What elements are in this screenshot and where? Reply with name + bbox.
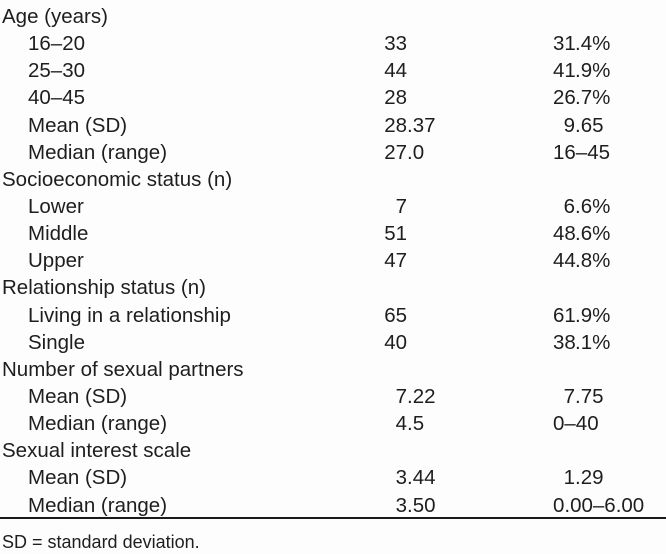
table-row: 16–20 33 31.4%	[0, 30, 666, 57]
value-integer-part: 7	[395, 384, 407, 408]
value-integer-part: 44	[384, 59, 407, 83]
row-label: Median (range)	[28, 412, 168, 436]
table-row: Upper 47 44.8%	[0, 247, 666, 274]
value-integer-part: 28	[384, 113, 407, 137]
table-row: Mean (SD) 7.22 7.75	[0, 383, 666, 410]
value-integer-part: 31	[553, 32, 576, 56]
row-label: Mean (SD)	[28, 384, 128, 408]
value-integer-part: 26	[553, 86, 576, 110]
value-integer-part: 33	[384, 32, 407, 56]
value-integer-part: 47	[384, 249, 407, 273]
table-row: Middle 51 48.6%	[0, 220, 666, 247]
row-label: Median (range)	[28, 493, 168, 517]
value-integer-part: 28	[384, 86, 407, 110]
row-value-stat: 44.8%	[553, 247, 610, 274]
row-value-n: 7	[350, 193, 407, 220]
row-value-n: 3.44	[350, 464, 436, 491]
value-integer-part: 40	[384, 330, 407, 354]
row-label: 40–45	[28, 86, 86, 110]
section-header: Age (years)	[2, 5, 108, 28]
table-row: Lower 7 6.6%	[0, 193, 666, 220]
row-value-n: 44	[350, 57, 407, 84]
table-row: Median (range) 27.0 16–45	[0, 139, 666, 166]
value-integer-part: 7	[395, 194, 407, 218]
row-value-stat: 0–40	[553, 412, 599, 436]
value-integer-part: 6	[563, 194, 575, 218]
row-value-n: 28.37	[350, 112, 435, 139]
value-integer-part: 51	[384, 222, 407, 246]
row-value-stat: 16–45	[553, 140, 611, 164]
table-row: Median (range) 4.5 0–40	[0, 410, 666, 437]
value-integer-part: 3	[395, 493, 407, 517]
value-integer-part: 3	[395, 466, 407, 490]
table-bottom-rule	[0, 517, 666, 519]
table-row: 25–30 44 41.9%	[0, 57, 666, 84]
row-value-stat: 26.7%	[553, 84, 610, 111]
value-integer-part: 4	[395, 412, 407, 436]
row-value-n: 7.22	[350, 383, 436, 410]
section-header: Number of sexual partners	[2, 357, 244, 381]
section-header: Sexual interest scale	[2, 439, 192, 463]
value-integer-part: 27	[384, 140, 407, 164]
section-header: Relationship status (n)	[2, 276, 206, 300]
table-row: Mean (SD) 3.44 1.29	[0, 464, 666, 491]
row-label: Living in a relationship	[28, 303, 231, 327]
value-integer-part: 61	[553, 303, 576, 327]
table-row: Living in a relationship 65 61.9%	[0, 302, 666, 329]
table-row: Mean (SD) 28.37 9.65	[0, 112, 666, 139]
row-value-n: 65	[350, 302, 407, 329]
table-body: Age (years) 16–20 33 31.4% 25–30 44 41.9% 40–45…	[0, 3, 666, 519]
row-value-stat: 0.00–6.00	[553, 493, 645, 517]
value-integer-part: 41	[553, 59, 576, 83]
row-value-n: 40	[350, 329, 407, 356]
value-integer-part: 7	[563, 384, 575, 408]
row-value-n: 51	[350, 220, 407, 247]
table-footnote: SD = standard deviation.	[2, 532, 200, 552]
row-value-n: 3.50	[350, 492, 436, 519]
row-label: 16–20	[28, 32, 86, 56]
row-value-n: 4.5	[350, 410, 425, 437]
row-value-stat: 6.6%	[553, 193, 611, 220]
row-label: Upper	[28, 249, 84, 273]
value-integer-part: 38	[553, 330, 576, 354]
row-value-stat: 48.6%	[553, 220, 610, 247]
row-label: 25–30	[28, 59, 86, 83]
row-value-n: 28	[350, 84, 407, 111]
value-integer-part: 44	[553, 249, 576, 273]
row-value-stat: 41.9%	[553, 57, 610, 84]
value-integer-part: 65	[384, 303, 407, 327]
table-row: Median (range) 3.50 0.00–6.00	[0, 492, 666, 519]
row-value-stat: 9.65	[553, 112, 604, 139]
table-row: 40–45 28 26.7%	[0, 84, 666, 111]
value-integer-part: 9	[563, 113, 575, 137]
row-label: Single	[28, 330, 85, 354]
row-value-stat: 7.75	[553, 383, 604, 410]
row-value-stat: 1.29	[553, 464, 604, 491]
row-value-stat: 31.4%	[553, 30, 610, 57]
row-label: Middle	[28, 222, 89, 246]
section-header: Socioeconomic status (n)	[2, 167, 233, 191]
row-label: Mean (SD)	[28, 466, 128, 490]
row-label: Mean (SD)	[28, 113, 128, 137]
row-value-n: 33	[350, 30, 407, 57]
value-integer-part: 1	[563, 466, 575, 490]
value-integer-part: 48	[553, 222, 576, 246]
row-value-stat: 38.1%	[553, 329, 610, 356]
row-value-n: 47	[350, 247, 407, 274]
row-value-n: 27.0	[350, 139, 424, 166]
row-value-stat: 61.9%	[553, 302, 610, 329]
table-row: Single 40 38.1%	[0, 329, 666, 356]
row-label: Median (range)	[28, 140, 168, 164]
row-label: Lower	[28, 194, 84, 218]
